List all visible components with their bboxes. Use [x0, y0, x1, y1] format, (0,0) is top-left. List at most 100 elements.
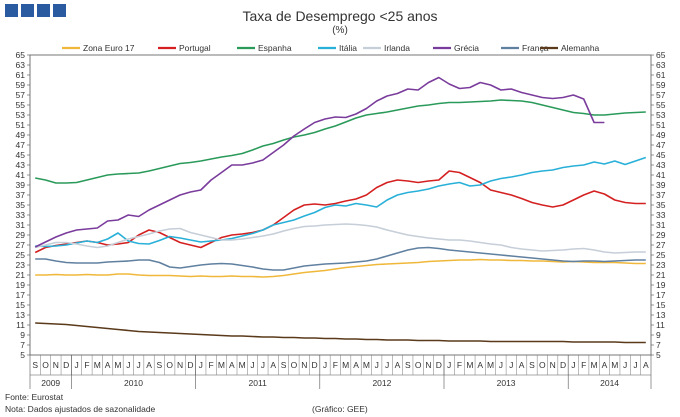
x-month-label: F [209, 360, 214, 370]
y-tick-label-right: 7 [656, 340, 661, 350]
y-tick-label-left: 61 [16, 70, 26, 80]
x-month-label: M [239, 360, 246, 370]
y-tick-label-left: 5 [20, 350, 25, 360]
x-month-label: M [591, 360, 598, 370]
y-tick-label-left: 45 [16, 150, 26, 160]
x-month-label: A [519, 360, 525, 370]
x-month-label: J [385, 360, 389, 370]
x-month-label: J [447, 360, 451, 370]
x-month-label: J [633, 360, 637, 370]
x-month-label: A [643, 360, 649, 370]
y-tick-label-left: 43 [16, 160, 26, 170]
x-month-label: A [602, 360, 608, 370]
y-tick-label-left: 29 [16, 230, 26, 240]
y-tick-label-right: 39 [656, 180, 666, 190]
y-tick-label-right: 17 [656, 290, 666, 300]
x-month-label: A [105, 360, 111, 370]
brand-logo-block-4 [53, 4, 66, 17]
x-month-label: J [323, 360, 327, 370]
chart-title: Taxa de Desemprego <25 anos [242, 8, 438, 24]
brand-logo-block-2 [21, 4, 34, 17]
y-tick-label-left: 17 [16, 290, 26, 300]
x-month-label: F [333, 360, 338, 370]
y-tick-label-right: 19 [656, 280, 666, 290]
y-tick-label-left: 39 [16, 180, 26, 190]
x-month-label: M [363, 360, 370, 370]
y-tick-label-right: 55 [656, 100, 666, 110]
x-month-label: J [509, 360, 513, 370]
legend-label: Portugal [179, 43, 211, 53]
y-tick-label-right: 5 [656, 350, 661, 360]
y-tick-label-right: 21 [656, 270, 666, 280]
y-tick-label-right: 53 [656, 110, 666, 120]
y-tick-label-left: 65 [16, 50, 26, 60]
y-tick-label-right: 29 [656, 230, 666, 240]
series-line [35, 223, 646, 254]
x-month-label: F [84, 360, 89, 370]
y-tick-label-right: 33 [656, 210, 666, 220]
x-month-label: J [499, 360, 503, 370]
y-tick-label-left: 9 [20, 330, 25, 340]
x-month-label: O [42, 360, 49, 370]
y-tick-label-right: 37 [656, 190, 666, 200]
y-tick-label-right: 63 [656, 60, 666, 70]
legend-label: França [522, 43, 549, 53]
x-month-label: S [405, 360, 411, 370]
y-tick-label-right: 59 [656, 80, 666, 90]
y-tick-label-right: 65 [656, 50, 666, 60]
x-month-label: F [457, 360, 462, 370]
y-tick-label-left: 11 [16, 320, 25, 330]
chart-unit: (%) [332, 25, 348, 36]
legend-label: Itália [339, 43, 357, 53]
y-tick-label-left: 63 [16, 60, 26, 70]
y-tick-label-right: 35 [656, 200, 666, 210]
x-year-label: 2010 [124, 378, 143, 388]
x-month-label: M [487, 360, 494, 370]
x-month-label: A [477, 360, 483, 370]
brand-logo-block-1 [5, 4, 18, 17]
x-month-label: J [74, 360, 78, 370]
y-tick-label-left: 33 [16, 210, 26, 220]
x-month-label: M [611, 360, 618, 370]
y-tick-label-right: 13 [656, 310, 666, 320]
x-month-label: J [126, 360, 130, 370]
y-tick-label-right: 45 [656, 150, 666, 160]
legend-label: Irlanda [384, 43, 410, 53]
y-tick-label-left: 59 [16, 80, 26, 90]
x-year-label: 2012 [372, 378, 391, 388]
x-month-label: J [261, 360, 265, 370]
legend-label: Alemanha [561, 43, 600, 53]
y-tick-label-left: 15 [16, 300, 26, 310]
y-tick-label-left: 35 [16, 200, 26, 210]
y-tick-label-left: 25 [16, 250, 26, 260]
x-month-label: O [166, 360, 173, 370]
x-month-label: A [146, 360, 152, 370]
y-tick-label-left: 57 [16, 90, 26, 100]
legend-label: Espanha [258, 43, 292, 53]
x-month-label: J [250, 360, 254, 370]
y-tick-label-left: 53 [16, 110, 26, 120]
y-tick-label-left: 41 [16, 170, 26, 180]
y-tick-label-left: 13 [16, 310, 26, 320]
x-month-label: D [187, 360, 193, 370]
x-month-label: N [301, 360, 307, 370]
x-month-label: S [281, 360, 287, 370]
series-line [35, 322, 646, 344]
x-month-label: J [137, 360, 141, 370]
y-tick-label-right: 51 [656, 120, 666, 130]
x-month-label: M [218, 360, 225, 370]
chart-credit: (Gráfico: GEE) [312, 404, 368, 414]
x-month-label: D [312, 360, 318, 370]
y-tick-label-left: 19 [16, 280, 26, 290]
y-tick-label-right: 49 [656, 130, 666, 140]
y-tick-label-left: 21 [16, 270, 26, 280]
y-tick-label-left: 51 [16, 120, 26, 130]
x-month-label: M [466, 360, 473, 370]
x-month-label: N [53, 360, 59, 370]
x-month-label: D [560, 360, 566, 370]
series-line [35, 258, 646, 278]
y-tick-label-left: 49 [16, 130, 26, 140]
series-line [35, 156, 647, 248]
x-month-label: S [32, 360, 38, 370]
